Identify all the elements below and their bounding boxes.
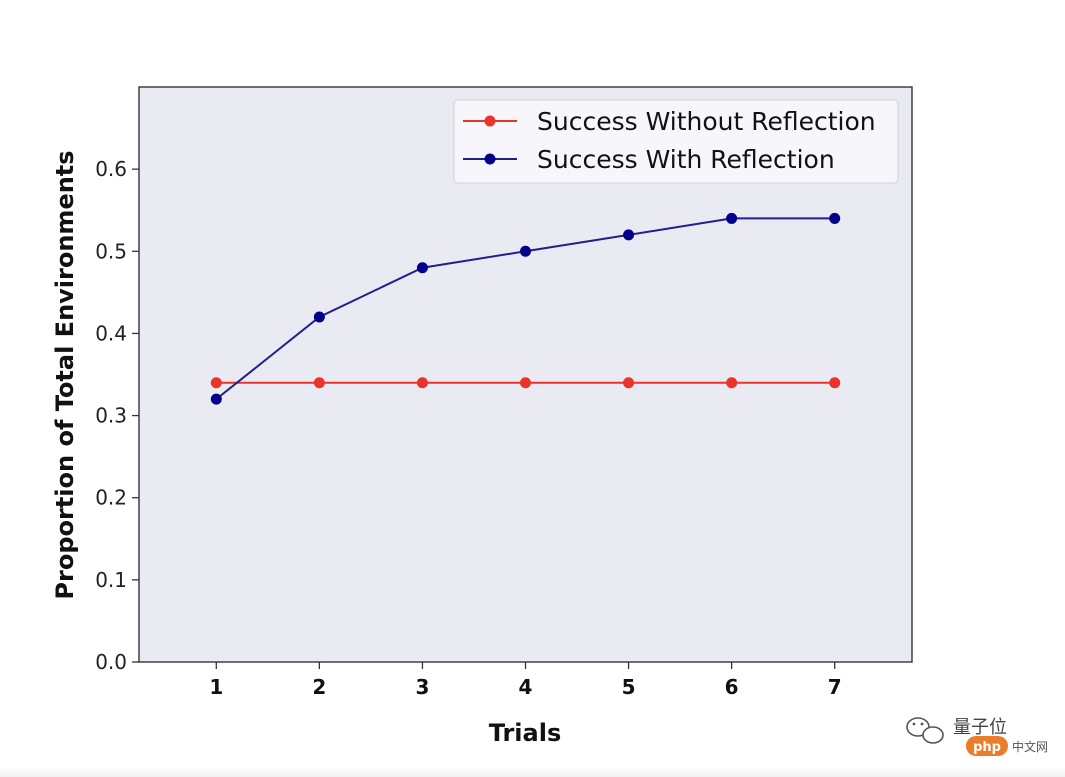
wechat-icon	[906, 717, 944, 744]
watermark-logo: 量子位 php 中文网	[906, 717, 1048, 756]
x-tick-label: 1	[209, 675, 223, 699]
x-tick-label: 2	[312, 675, 326, 699]
data-point-without-reflection	[829, 377, 841, 389]
x-tick-label: 5	[622, 675, 636, 699]
y-tick-label: 0.5	[95, 239, 127, 263]
data-point-with-reflection	[726, 212, 738, 224]
data-point-without-reflection	[313, 377, 325, 389]
caption-strip	[0, 766, 1065, 777]
y-tick-label: 0.1	[95, 568, 127, 592]
y-tick-label: 0.6	[95, 157, 127, 181]
legend-box	[453, 99, 899, 184]
y-tick-label: 0.0	[95, 650, 127, 674]
data-point-without-reflection	[520, 377, 531, 389]
y-tick-label: 0.3	[95, 404, 127, 428]
y-axis-title: Proportion of Total Environments	[51, 150, 79, 599]
data-point-with-reflection	[313, 311, 325, 323]
x-tick-label: 4	[519, 675, 533, 699]
data-point-with-reflection	[520, 245, 531, 257]
php-badge	[966, 736, 1008, 756]
data-point-without-reflection	[726, 377, 738, 389]
x-axis-title: Trials	[489, 719, 562, 747]
data-point-with-reflection	[416, 262, 428, 274]
y-tick-label: 0.4	[95, 321, 127, 345]
php-badge-text: php	[973, 740, 1001, 755]
x-axis: 1 2 3 4 5 6 7	[209, 662, 842, 699]
x-tick-label: 7	[828, 675, 842, 699]
data-point-with-reflection	[829, 212, 841, 224]
legend-label-without-reflection: Success Without Reflection	[537, 107, 876, 136]
series-layer	[210, 212, 841, 405]
x-tick-label: 6	[725, 675, 739, 699]
data-point-without-reflection	[623, 377, 635, 389]
y-tick-label: 0.2	[95, 486, 127, 510]
x-tick-label: 3	[415, 675, 429, 699]
watermark-brand: 量子位	[953, 717, 1007, 738]
data-point-without-reflection	[210, 377, 222, 389]
y-axis: 0.0 0.1 0.2 0.3 0.4 0.5 0.6	[95, 157, 139, 674]
legend-marker-with-reflection	[484, 153, 496, 165]
legend-label-with-reflection: Success With Reflection	[537, 145, 835, 174]
data-point-with-reflection	[623, 229, 635, 241]
legend-marker-without-reflection	[484, 115, 496, 127]
data-point-with-reflection	[210, 393, 222, 405]
legend: Success Without Reflection Success With …	[453, 99, 899, 184]
watermark-site: 中文网	[1012, 739, 1048, 754]
data-point-without-reflection	[416, 377, 428, 389]
